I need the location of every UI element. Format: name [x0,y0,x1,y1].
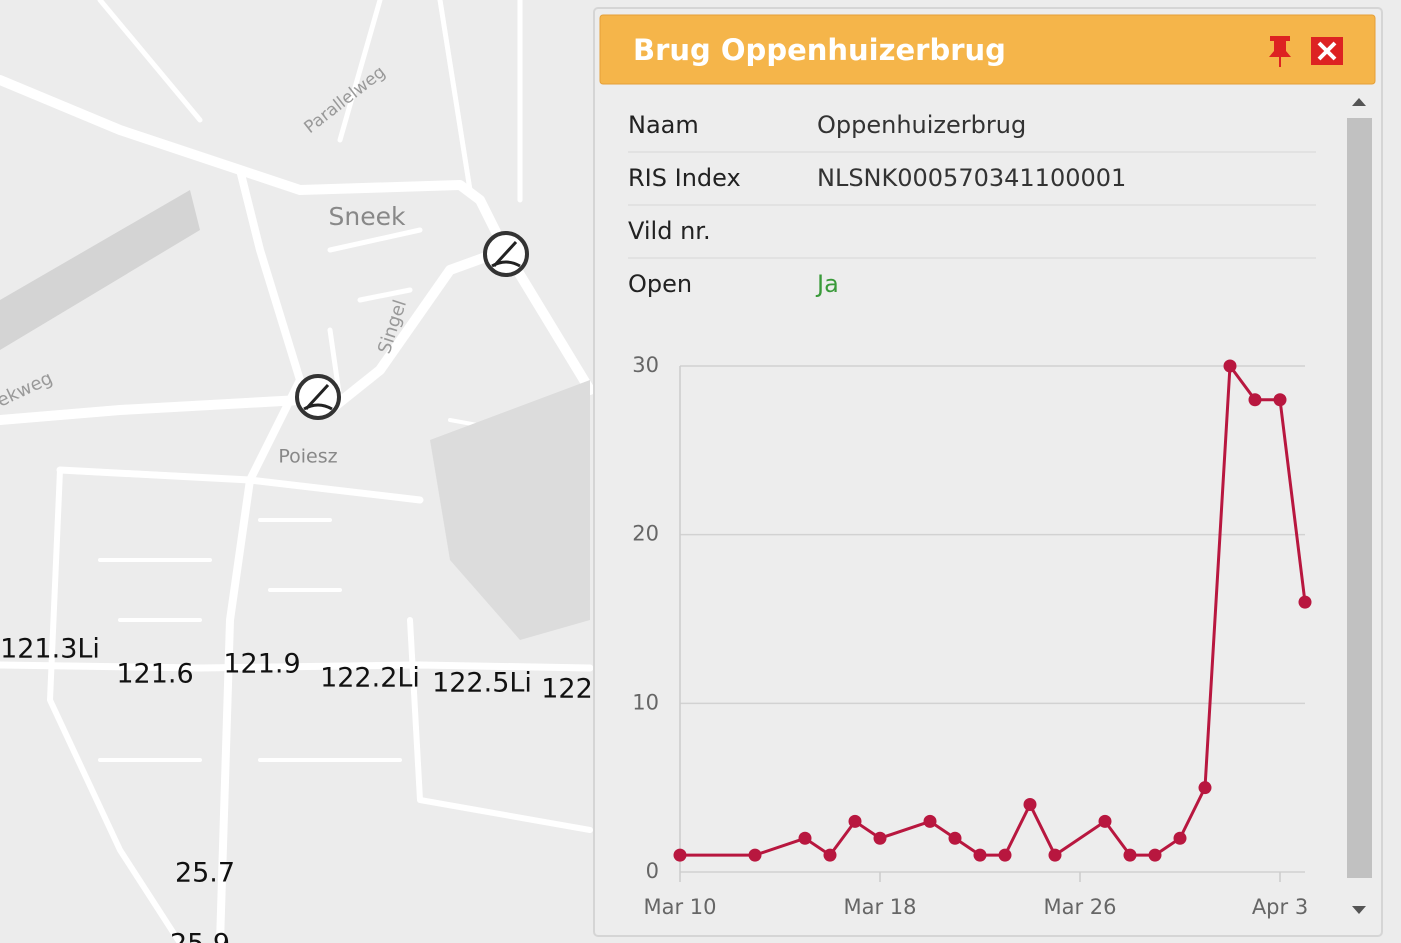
y-tick-label: 20 [632,522,659,546]
x-tick-label: Mar 18 [843,895,916,919]
row-label: Naam [628,111,699,139]
row-label: Open [628,270,692,298]
data-point [973,848,987,862]
scrollbar[interactable] [1347,118,1372,878]
data-point [848,814,862,828]
map-label: Sneek [329,202,406,231]
data-point [1298,595,1312,609]
data-point [1173,831,1187,845]
popup-title: Brug Oppenhuizerbrug [633,33,1006,67]
map-label: 122 [541,674,593,705]
data-point [1023,798,1037,812]
row-value: Oppenhuizerbrug [817,111,1026,139]
data-point [748,848,762,862]
info-table: Naam Oppenhuizerbrug RIS Index NLSNK0005703… [628,111,1316,298]
close-button[interactable] [1311,37,1343,65]
map-label: 25.9 [170,929,230,943]
data-point [998,848,1012,862]
map-label: Poiesz [278,446,337,468]
data-point [948,831,962,845]
data-point [1048,848,1062,862]
map-label: 121.9 [223,649,300,680]
x-tick-label: Mar 26 [1043,895,1116,919]
row-label: Vild nr. [628,217,711,245]
bridge-icon[interactable] [483,231,529,277]
chart: 0 10 20 30 Mar 10 Mar 18 Mar 26 Apr 3 [632,353,1312,919]
bridge-icon[interactable] [295,374,341,420]
data-point [1123,848,1137,862]
data-point [1098,814,1112,828]
map-label: 25.7 [175,858,235,889]
data-point [798,831,812,845]
row-value: Ja [815,270,839,298]
data-point [1273,393,1287,407]
x-tick-label: Apr 3 [1252,895,1308,919]
row-label: RIS Index [628,164,741,192]
map-label: 122.2Li [320,663,420,694]
pin-button[interactable] [1269,36,1291,67]
data-point [1198,781,1212,795]
data-point [873,831,887,845]
map-label: 121.6 [116,659,193,690]
map-label: 121.3Li [0,634,100,665]
data-point [673,848,687,862]
data-point [823,848,837,862]
data-point [1223,359,1237,373]
data-point [923,814,937,828]
x-tick-label: Mar 10 [643,895,716,919]
map-label: 122.5Li [432,668,532,699]
data-point [1148,848,1162,862]
row-value: NLSNK000570341100001 [817,164,1126,192]
popup: Brug Oppenhuizerbrug [593,7,1383,937]
y-tick-label: 10 [632,690,659,714]
data-point [1248,393,1262,407]
y-tick-label: 0 [646,859,659,883]
y-tick-label: 30 [632,353,659,377]
